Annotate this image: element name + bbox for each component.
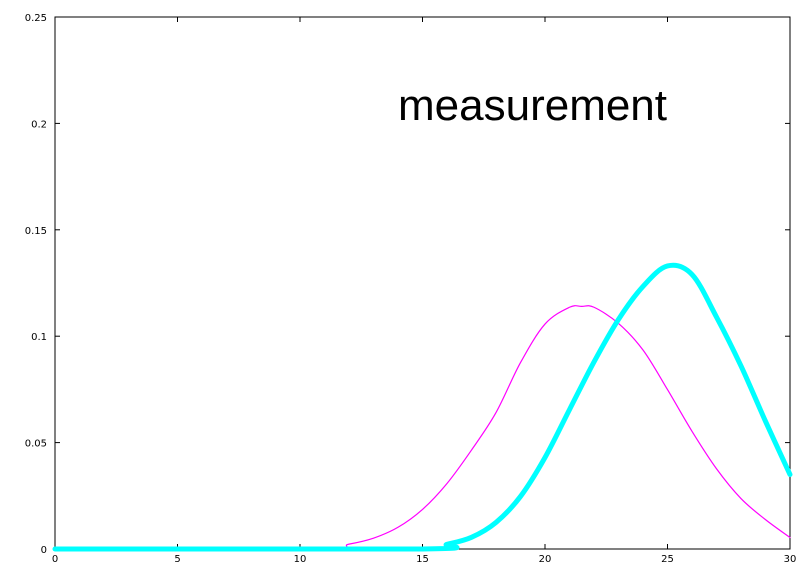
series-layer — [52, 262, 793, 552]
x-tick-label: 30 — [784, 554, 797, 565]
x-tick-label: 5 — [174, 554, 180, 565]
y-tick-label: 0.2 — [31, 119, 47, 130]
series-line-2 — [52, 262, 793, 552]
x-tick-label: 25 — [661, 554, 674, 565]
axis-ticks: 0 5 10 15 20 25 30 0 0.05 0.1 0.15 0.2 0.25 — [25, 13, 797, 565]
x-tick-label: 10 — [294, 554, 307, 565]
series-line-1 — [54, 305, 791, 550]
x-tick-label: 20 — [539, 554, 552, 565]
y-tick-label: 0 — [41, 545, 47, 556]
y-tick-label: 0.25 — [25, 13, 47, 24]
y-tick-label: 0.05 — [25, 439, 47, 450]
x-tick-label: 0 — [52, 554, 58, 565]
y-tick-label: 0.1 — [31, 332, 47, 343]
measurement-annotation: measurement — [398, 81, 667, 130]
x-tick-label: 15 — [416, 554, 429, 565]
y-tick-label: 0.15 — [25, 226, 47, 237]
